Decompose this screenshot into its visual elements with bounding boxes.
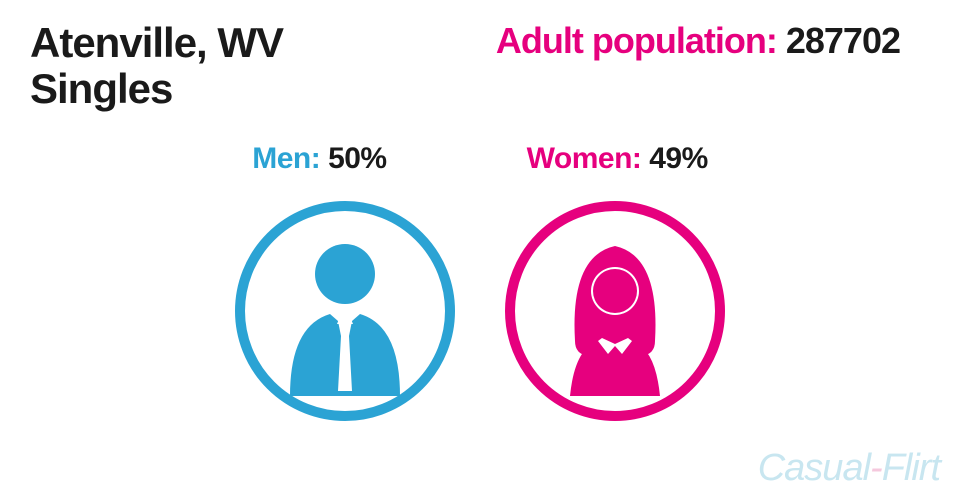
title-block: Atenville, WV Singles (30, 20, 283, 112)
header-row: Atenville, WV Singles Adult population: … (0, 0, 960, 112)
watermark: Casual-Flirt (758, 447, 940, 490)
women-icon (500, 196, 730, 426)
subtitle: Singles (30, 66, 283, 112)
watermark-part2: Flirt (882, 447, 940, 489)
men-icon (230, 196, 460, 426)
watermark-sep: - (870, 447, 882, 489)
men-stat: Men: 50% (252, 142, 386, 176)
population-block: Adult population: 287702 (496, 20, 900, 112)
population-value: 287702 (786, 20, 900, 61)
women-value: 49% (649, 142, 708, 175)
population-label: Adult population: (496, 20, 777, 61)
men-label: Men: (252, 142, 320, 175)
men-value: 50% (328, 142, 387, 175)
watermark-part1: Casual (758, 447, 870, 489)
icons-row (0, 196, 960, 426)
stats-row: Men: 50% Women: 49% (0, 142, 960, 176)
women-label: Women: (527, 142, 642, 175)
location-title: Atenville, WV (30, 20, 283, 66)
women-stat: Women: 49% (527, 142, 708, 176)
